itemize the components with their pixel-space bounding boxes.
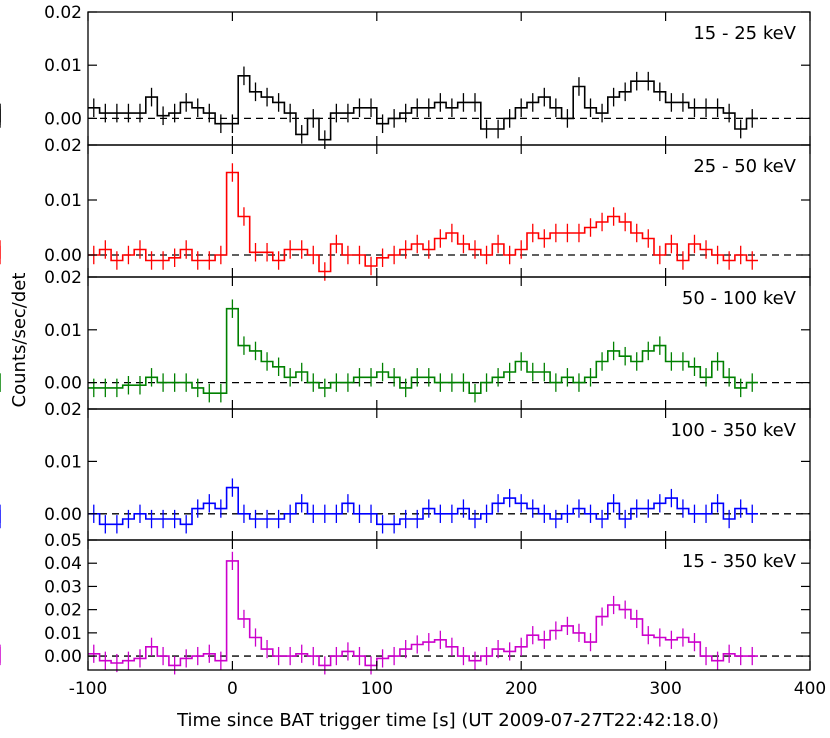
- panel-3: 0.00 0.01 0.02 50 - 100 keV: [0, 268, 811, 410]
- y-tick-label: 0.00: [44, 505, 82, 525]
- series-4-steps: [88, 486, 758, 526]
- y-axis-title: Counts/sec/det: [9, 273, 30, 408]
- y-tick-label: 0.00: [44, 647, 82, 667]
- series-5-steps: [88, 560, 758, 667]
- x-tick-label: 100: [361, 679, 393, 699]
- panel-4: 0.00 0.01 0.02 100 - 350 keV: [0, 400, 811, 541]
- series-3-steps: [88, 307, 758, 394]
- y-tick-label: 0.02: [44, 601, 82, 621]
- y-tick-label: 0.01: [44, 452, 82, 472]
- y-tick-label: 0.02: [44, 400, 82, 420]
- panel-2: 0.00 0.01 0.02 25 - 50 keV: [0, 136, 811, 281]
- y-tick-label: 0.01: [44, 56, 82, 76]
- y-tick-label: 0.04: [44, 554, 82, 574]
- panels-layer: 0.00 0.01 0.02 15 - 25 keV 0.00 0.01 0.02 25 - …: [0, 3, 811, 675]
- x-tick-label: 300: [649, 679, 681, 699]
- panel-5: 0.00 0.01 0.02 0.03 0.04 0.05 15 - 350 keV: [0, 531, 811, 675]
- y-tick-label: 0.01: [44, 191, 82, 211]
- panel-frame: [87, 539, 811, 671]
- y-tick-label: 0.00: [44, 374, 82, 394]
- band-label: 50 - 100 keV: [682, 288, 797, 309]
- x-axis: -100 0 100 200 300 400: [69, 679, 827, 699]
- y-tick-label: 0.01: [44, 321, 82, 341]
- x-tick-label: -100: [69, 679, 108, 699]
- band-label: 15 - 350 keV: [682, 551, 797, 572]
- x-axis-title: Time since BAT trigger time [s] (UT 2009…: [176, 710, 719, 731]
- y-tick-label: 0.05: [44, 531, 82, 551]
- band-label: 25 - 50 keV: [693, 156, 796, 177]
- panel-1: 0.00 0.01 0.02 15 - 25 keV: [0, 3, 811, 149]
- x-tick-label: 0: [227, 679, 238, 699]
- y-tick-label: 0.02: [44, 136, 82, 156]
- y-tick-label: 0.00: [44, 109, 82, 129]
- y-tick-label: 0.03: [44, 577, 82, 597]
- series-2-steps: [88, 171, 758, 273]
- y-tick-label: 0.02: [44, 3, 82, 23]
- band-label: 100 - 350 keV: [670, 420, 796, 441]
- y-tick-label: 0.01: [44, 624, 82, 644]
- series-1-steps: [88, 75, 758, 141]
- y-tick-label: 0.00: [44, 246, 82, 266]
- y-tick-label: 0.02: [44, 268, 82, 288]
- x-tick-label: 200: [505, 679, 537, 699]
- band-label: 15 - 25 keV: [693, 23, 796, 44]
- x-tick-label: 400: [794, 679, 826, 699]
